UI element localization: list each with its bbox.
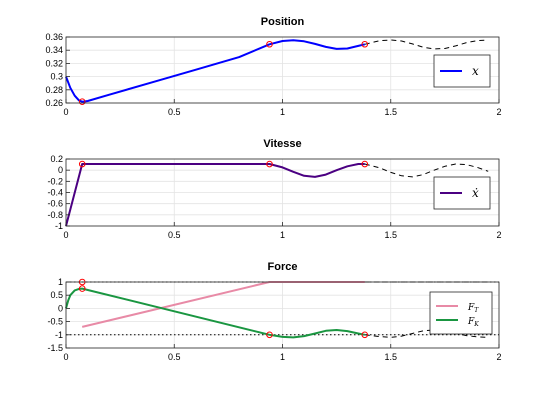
x-tick-label: 0 [63,107,68,117]
y-tick-label: 0 [58,303,63,313]
y-tick-label: -0.4 [47,188,63,198]
x-tick-label: 1.5 [384,352,397,362]
y-tick-label: 0.2 [50,154,63,164]
x-tick-label: 1 [280,230,285,240]
chart-title: Vitesse [263,138,301,150]
y-tick-label: -1 [55,221,63,231]
marker-point [266,160,273,168]
marker-point [78,285,86,292]
x-tick-label: 0 [63,230,68,240]
y-tick-label: 0.26 [45,98,63,108]
y-tick-label: -0.5 [47,317,63,327]
legend-label: x [472,64,479,78]
legend-label: FK [467,317,479,328]
y-tick-label: 0.34 [45,45,63,55]
chart-title: Force [268,261,298,273]
x-tick-label: 1 [280,352,285,362]
legend-label-main: F [467,303,475,313]
y-tick-label: -1.5 [47,343,63,353]
series-line-3 [364,329,489,338]
x-tick-label: 0.5 [168,230,181,240]
y-tick-label: -0.8 [47,210,63,220]
marker-point [361,331,369,339]
y-tick-label: 1 [58,277,63,287]
legend-label: FT [467,303,479,314]
series-line-2 [364,163,489,178]
legend-label-subscript: K [473,321,479,328]
series-line-1 [65,163,365,227]
marker-point [361,160,369,168]
y-tick-label: 0.32 [45,58,63,68]
x-tick-label: 2 [496,107,501,117]
y-tick-label: -0.6 [47,199,63,209]
y-tick-label: 0.28 [45,85,63,95]
x-tick-label: 1 [280,107,285,117]
chart-1: 0 0.5 1 1.5 2 0.26 0.28 0.3 0.32 0.34 0.36 Position… [45,16,501,117]
x-tick-label: 2 [496,230,501,240]
x-tick-label: 0.5 [168,352,181,362]
marker-point [361,40,369,48]
marker-point [266,40,273,48]
legend-box [429,291,493,335]
legend-label-main: ẋ [472,186,479,200]
marker-point [266,331,273,339]
x-tick-label: 0 [63,352,68,362]
legend-label: ẋ [472,186,479,200]
x-tick-label: 2 [496,352,501,362]
legend-label-subscript: T [474,307,479,314]
series-line-2 [364,39,489,50]
y-tick-label: 0 [58,165,63,175]
y-tick-label: 0.36 [45,32,63,42]
marker-point [78,98,86,105]
legend-label-main: x [472,64,479,78]
series-line-2 [65,287,365,339]
y-tick-label: 0.3 [50,72,63,82]
x-tick-label: 0.5 [168,107,181,117]
marker-point [78,160,86,168]
legend-label-main: F [467,317,475,327]
y-tick-label: 0.5 [50,290,63,300]
chart-title: Position [261,16,305,28]
y-tick-label: -1 [55,330,63,340]
x-tick-label: 1.5 [384,107,397,117]
legend: x [433,54,491,88]
x-tick-label: 1.5 [384,230,397,240]
legend: ẋ [433,176,491,210]
y-tick-label: -0.2 [47,176,63,186]
